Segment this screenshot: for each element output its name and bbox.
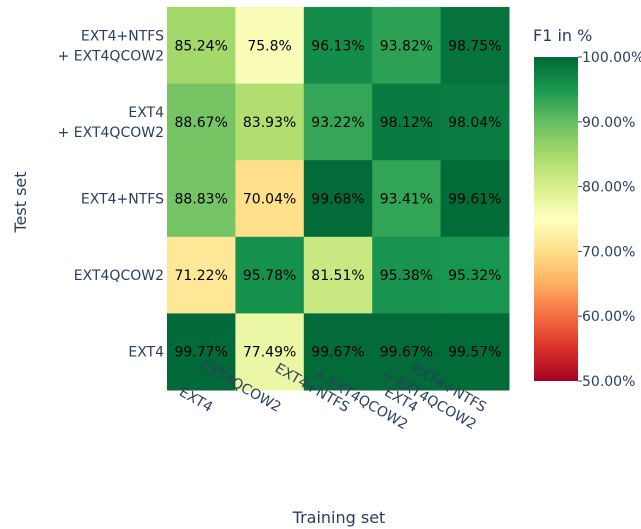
heatmap-cell (235, 160, 305, 238)
heatmap-cell (372, 7, 442, 85)
y-tick-label: EXT4QCOW2 (74, 268, 164, 284)
colorbar-tick-label: 50.00% (582, 374, 635, 390)
y-tick-label: EXT4 (128, 345, 164, 361)
y-tick-label: EXT4 (128, 105, 164, 121)
cell-label: 99.67% (311, 345, 364, 361)
colorbar (534, 57, 578, 381)
cell-label: 98.04% (448, 115, 501, 131)
y-tick-label: EXT4+NTFS (81, 192, 164, 208)
heatmap-cell (167, 160, 236, 238)
colorbar-title: F1 in % (533, 26, 592, 45)
cell-label: 77.49% (243, 345, 296, 361)
cell-label: 93.41% (380, 192, 433, 208)
heatmap-cell (372, 83, 442, 161)
heatmap-cell (167, 83, 236, 161)
cell-label: 88.83% (175, 192, 228, 208)
cell-label: 95.32% (448, 268, 501, 284)
heatmap-cell (235, 7, 305, 85)
cell-label: 98.12% (380, 115, 433, 131)
cell-label: 99.61% (448, 192, 501, 208)
heatmap-cell (440, 160, 510, 238)
y-axis-ticks: EXT4+NTFS + EXT4QCOW2 EXT4 + EXT4QCOW2 EXT4+… (58, 28, 165, 360)
heatmap-cell-labels: 85.24% 75.8% 96.13% 93.82% 98.75% 88.67% 83.93… (175, 38, 502, 360)
cell-label: 99.77% (175, 345, 228, 361)
heatmap-cell (440, 7, 510, 85)
colorbar-tick-label: 100.00% (582, 50, 641, 66)
heatmap-cell (167, 7, 236, 85)
heatmap-cell (372, 313, 442, 391)
cell-label: 75.8% (247, 38, 291, 54)
cell-label: 81.51% (311, 268, 364, 284)
heatmap-cell (167, 313, 236, 391)
cell-label: 70.04% (243, 192, 296, 208)
cell-label: 88.67% (175, 115, 228, 131)
heatmap-cells (167, 7, 510, 391)
cell-label: 99.68% (311, 192, 364, 208)
heatmap-cell (235, 236, 305, 314)
colorbar-ticks: 100.00% 90.00% 80.00% 70.00% 60.00% 50.00% (578, 50, 641, 390)
heatmap-cell (440, 236, 510, 314)
heatmap-cell (303, 83, 373, 161)
y-tick-label: + EXT4QCOW2 (58, 125, 164, 141)
cell-label: 93.82% (380, 38, 433, 54)
cell-label: 71.22% (175, 268, 228, 284)
cell-label: 99.57% (448, 345, 501, 361)
cell-label: 99.67% (380, 345, 433, 361)
y-axis-title: Test set (11, 171, 30, 233)
cell-label: 98.75% (448, 38, 501, 54)
colorbar-tick-label: 70.00% (582, 244, 635, 260)
colorbar-tick-label: 90.00% (582, 115, 635, 131)
cell-label: 83.93% (243, 115, 296, 131)
heatmap-cell (372, 160, 442, 238)
cell-label: 95.78% (243, 268, 296, 284)
heatmap-cell (440, 83, 510, 161)
colorbar-tick-label: 80.00% (582, 180, 635, 196)
y-tick-label: + EXT4QCOW2 (58, 48, 164, 64)
cell-label: 95.38% (380, 268, 433, 284)
heatmap-cell (303, 313, 373, 391)
heatmap-cell (303, 236, 373, 314)
heatmap-cell (167, 236, 236, 314)
heatmap-cell (372, 236, 442, 314)
cell-label: 96.13% (311, 38, 364, 54)
x-axis-title: Training set (292, 508, 386, 527)
heatmap-cell (303, 7, 373, 85)
cell-label: 85.24% (175, 38, 228, 54)
heatmap-cell (235, 313, 305, 391)
y-tick-label: EXT4+NTFS (81, 28, 164, 44)
heatmap-cell (440, 313, 510, 391)
heatmap-cell (303, 160, 373, 238)
colorbar-tick-label: 60.00% (582, 309, 635, 325)
heatmap-cell (235, 83, 305, 161)
cell-label: 93.22% (311, 115, 364, 131)
